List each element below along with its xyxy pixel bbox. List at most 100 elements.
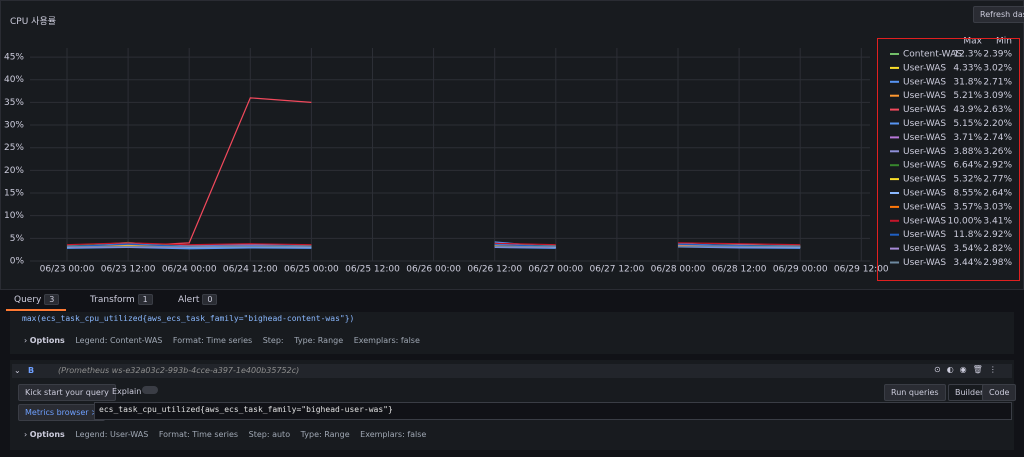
legend-max: 5.21% <box>953 91 982 101</box>
legend-max: 10.00% <box>948 216 983 226</box>
x-tick-label: 06/23 12:00 <box>101 265 156 275</box>
options-label: Options <box>29 430 65 439</box>
legend-min: 2.64% <box>983 189 1012 199</box>
legend-header: Max <box>963 37 982 47</box>
chart: 0% 5% 10% 15% 20% 25% 30% 35% 40% 45% 06/23 00:00 0… <box>4 37 1012 275</box>
legend-name: User-WAS <box>903 216 946 226</box>
y-tick-label: 5% <box>10 234 25 244</box>
option: Type: Range <box>300 430 350 439</box>
legend-min: 2.92% <box>983 230 1012 240</box>
legend-max: 5.15% <box>953 119 982 129</box>
query-a-options[interactable]: › Options Legend: Content-WAS Format: Ti… <box>24 336 420 345</box>
legend-min: 2.77% <box>983 175 1012 185</box>
query-letter: B <box>28 366 35 375</box>
legend-min: 2.63% <box>983 105 1012 115</box>
query-source: (Prometheus ws-e32a03c2-993b-4cce-a397-1… <box>58 366 300 375</box>
legend-name: User-WAS <box>903 258 946 268</box>
query-a-box <box>10 312 1014 354</box>
x-tick-label: 06/29 12:00 <box>834 265 889 275</box>
y-tick-label: 40% <box>4 75 24 85</box>
legend-header: Min <box>996 37 1012 47</box>
legend-min: 2.71% <box>983 77 1012 87</box>
legend-min: 3.09% <box>983 91 1012 101</box>
panel <box>0 0 1024 290</box>
option: Step: <box>262 336 284 345</box>
x-tick-label: 06/24 12:00 <box>223 265 278 275</box>
query-a-expr: max(ecs_task_cpu_utilized{aws_ecs_task_f… <box>22 314 355 323</box>
option: Exemplars: false <box>353 336 420 345</box>
query-tab[interactable]: Query 3 <box>14 294 60 305</box>
y-tick-label: 35% <box>4 98 24 108</box>
run-queries-button[interactable]: Run queries <box>884 384 946 401</box>
legend-name: User-WAS <box>903 119 946 129</box>
series-line <box>66 242 801 246</box>
legend-max: 3.57% <box>953 202 982 212</box>
legend-name: User-WAS <box>903 189 946 199</box>
legend-max: 4.33% <box>953 63 982 73</box>
y-tick-label: 15% <box>4 189 24 199</box>
explain-toggle[interactable] <box>142 386 158 394</box>
legend-name: User-WAS <box>903 230 946 240</box>
transform-tab[interactable]: Transform 1 <box>90 294 153 305</box>
legend-name: User-WAS <box>903 161 946 171</box>
x-tick-label: 06/26 12:00 <box>467 265 522 275</box>
legend-name: User-WAS <box>903 133 946 143</box>
explain-label: Explain <box>112 387 142 396</box>
x-tick-label: 06/28 12:00 <box>712 265 767 275</box>
legend-min: 2.92% <box>983 161 1012 171</box>
legend-min: 3.02% <box>983 63 1012 73</box>
panel-title: CPU 사용률 <box>10 17 56 27</box>
legend-name: User-WAS <box>903 91 946 101</box>
x-tick-label: 06/27 12:00 <box>590 265 645 275</box>
legend-max: 6.64% <box>953 161 982 171</box>
legend-min: 3.41% <box>983 216 1012 226</box>
legend-max: 5.32% <box>953 175 982 185</box>
x-tick-label: 06/27 00:00 <box>528 265 583 275</box>
refresh-button[interactable]: Refresh dash <box>973 6 1024 23</box>
active-tab-underline <box>6 309 66 311</box>
collapse[interactable]: ⌄ <box>14 366 21 375</box>
legend-name: User-WAS <box>903 175 946 185</box>
option: Exemplars: false <box>360 430 427 439</box>
kick-start-button[interactable]: Kick start your query <box>18 384 116 401</box>
code-tab[interactable]: Code <box>982 384 1017 401</box>
legend-max: 8.55% <box>953 189 982 199</box>
query-actions[interactable]: ⊙◐◉🗑⋮ <box>934 365 1003 374</box>
legend-max: 3.44% <box>953 258 982 268</box>
legend-min: 3.03% <box>983 202 1012 212</box>
legend-min: 2.74% <box>983 133 1012 143</box>
tab-label: Query <box>14 295 42 305</box>
tab-label: Alert <box>178 295 200 305</box>
query-b-options[interactable]: › Options Legend: User-WAS Format: Time … <box>24 430 427 439</box>
y-tick-label: 25% <box>4 143 24 153</box>
legend-name: User-WAS <box>903 77 946 87</box>
query-b-expr: ecs_task_cpu_utilized{aws_ecs_task_famil… <box>99 405 393 414</box>
tab-count: 0 <box>202 294 218 305</box>
x-tick-label: 06/29 00:00 <box>773 265 828 275</box>
tab-label: Transform <box>90 295 135 305</box>
option: Legend: User-WAS <box>75 430 149 439</box>
legend-min: 2.39% <box>983 50 1012 60</box>
legend-max: 12.3% <box>953 50 982 60</box>
y-tick-label: 45% <box>4 53 24 63</box>
options-label: Options <box>29 336 65 345</box>
legend-max: 3.71% <box>953 133 982 143</box>
legend-highlight <box>877 38 1020 281</box>
x-tick-label: 06/26 00:00 <box>406 265 461 275</box>
tab-count: 1 <box>137 294 153 305</box>
y-tick-label: 30% <box>4 121 24 131</box>
option: Format: Time series <box>158 430 239 439</box>
alert-tab[interactable]: Alert 0 <box>178 294 218 305</box>
y-tick-label: 10% <box>4 211 24 221</box>
legend-max: 11.8% <box>953 230 982 240</box>
legend-name: Content-WAS <box>903 50 962 60</box>
legend-max: 43.9% <box>953 105 982 115</box>
legend-name: User-WAS <box>903 63 946 73</box>
metrics-browser-button[interactable]: Metrics browser > <box>18 404 105 421</box>
y-tick-label: 0% <box>10 257 25 267</box>
option: Step: auto <box>248 430 291 439</box>
legend-min: 2.82% <box>983 244 1012 254</box>
query-input[interactable] <box>94 402 1012 420</box>
query-b-header <box>12 364 1012 378</box>
legend-name: User-WAS <box>903 202 946 212</box>
